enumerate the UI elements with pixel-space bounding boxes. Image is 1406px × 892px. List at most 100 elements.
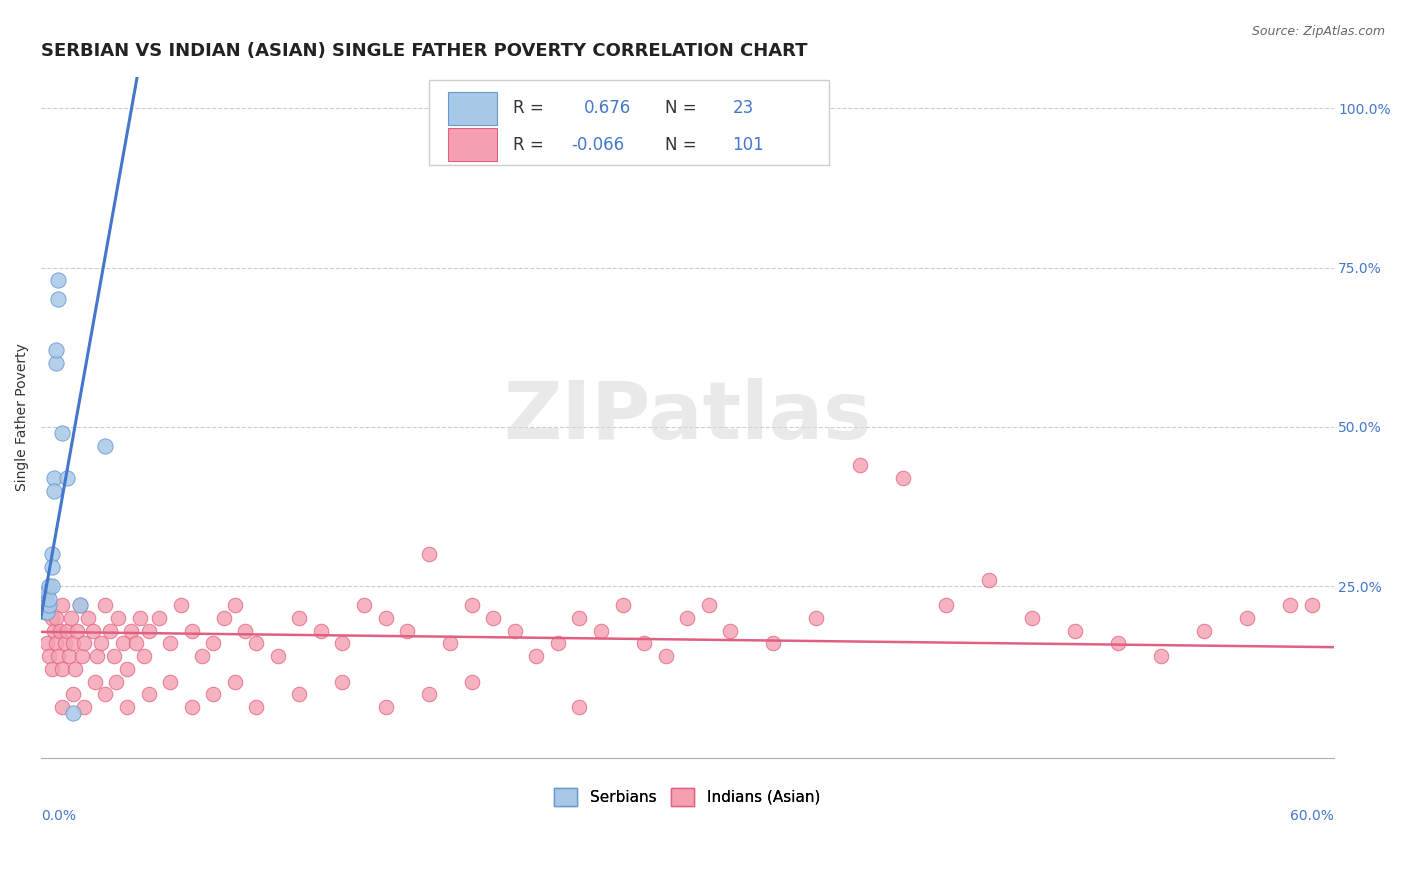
Point (159, 636, 181, 650)
Point (374, 700, 396, 714)
Point (69, 598, 91, 612)
Point (32, 598, 55, 612)
Point (111, 636, 134, 650)
Text: ZIPatlas: ZIPatlas (503, 378, 872, 457)
Point (120, 624, 142, 638)
Point (105, 674, 128, 689)
Point (159, 674, 181, 689)
Point (697, 598, 720, 612)
Point (46, 293, 69, 307)
Point (55, 624, 77, 638)
Point (568, 611, 591, 625)
Point (482, 611, 505, 625)
Point (129, 611, 152, 625)
Text: R =: R = (513, 100, 543, 118)
Point (37, 598, 59, 612)
Point (83, 674, 105, 689)
Point (41, 579, 63, 593)
Point (37, 585, 59, 599)
Point (235, 624, 257, 638)
Point (612, 598, 634, 612)
FancyBboxPatch shape (429, 80, 830, 165)
Point (170, 598, 193, 612)
Point (53, 636, 76, 650)
Point (891, 471, 914, 485)
Point (1236, 611, 1258, 625)
Point (62, 687, 84, 701)
Point (332, 674, 354, 689)
Point (45, 611, 67, 625)
Point (37, 605, 59, 619)
FancyBboxPatch shape (449, 128, 498, 161)
Point (49, 624, 72, 638)
Point (547, 636, 569, 650)
Point (1194, 624, 1216, 638)
Point (676, 611, 699, 625)
Text: 101: 101 (733, 136, 763, 153)
Point (148, 611, 170, 625)
Point (138, 624, 160, 638)
Text: 0.0%: 0.0% (41, 809, 76, 823)
Point (38, 579, 60, 593)
Point (98, 624, 121, 638)
Point (37, 636, 59, 650)
Point (309, 624, 332, 638)
Point (245, 636, 267, 650)
Point (202, 636, 225, 650)
Point (90, 636, 112, 650)
Y-axis label: Single Father Poverty: Single Father Poverty (15, 343, 30, 491)
Text: Source: ZipAtlas.com: Source: ZipAtlas.com (1251, 25, 1385, 38)
Point (1301, 598, 1323, 612)
Text: -0.066: -0.066 (571, 136, 624, 153)
Point (38, 649, 60, 664)
Point (212, 611, 235, 625)
Point (94, 687, 117, 701)
Point (654, 649, 676, 664)
Point (34, 591, 56, 606)
Point (94, 598, 117, 612)
Point (439, 636, 461, 650)
Point (396, 624, 419, 638)
Point (38, 591, 60, 606)
Point (568, 700, 591, 714)
Point (288, 687, 311, 701)
Point (34, 605, 56, 619)
Point (51, 426, 73, 441)
Point (45, 356, 67, 370)
Point (267, 649, 290, 664)
Point (418, 687, 440, 701)
Point (806, 611, 828, 625)
Point (460, 674, 482, 689)
Point (180, 700, 202, 714)
Point (103, 649, 125, 664)
Point (332, 636, 354, 650)
FancyBboxPatch shape (449, 92, 498, 125)
Point (589, 624, 612, 638)
Text: 23: 23 (733, 100, 754, 118)
Point (41, 547, 63, 561)
Point (66, 624, 89, 638)
Point (1107, 636, 1129, 650)
Point (46, 649, 69, 664)
Point (762, 636, 785, 650)
Point (94, 439, 117, 453)
Point (418, 547, 440, 561)
Point (41, 662, 63, 676)
Point (42, 483, 65, 498)
Point (82, 624, 104, 638)
Point (124, 636, 146, 650)
Point (935, 598, 957, 612)
Point (1021, 611, 1043, 625)
Point (41, 611, 63, 625)
Point (374, 611, 396, 625)
Point (138, 687, 160, 701)
Text: N =: N = (665, 136, 697, 153)
Text: N =: N = (665, 100, 697, 118)
Point (77, 611, 100, 625)
Text: 60.0%: 60.0% (1289, 809, 1333, 823)
Point (191, 649, 214, 664)
Point (524, 649, 547, 664)
Point (107, 611, 129, 625)
Point (977, 573, 1000, 587)
Point (58, 649, 80, 664)
